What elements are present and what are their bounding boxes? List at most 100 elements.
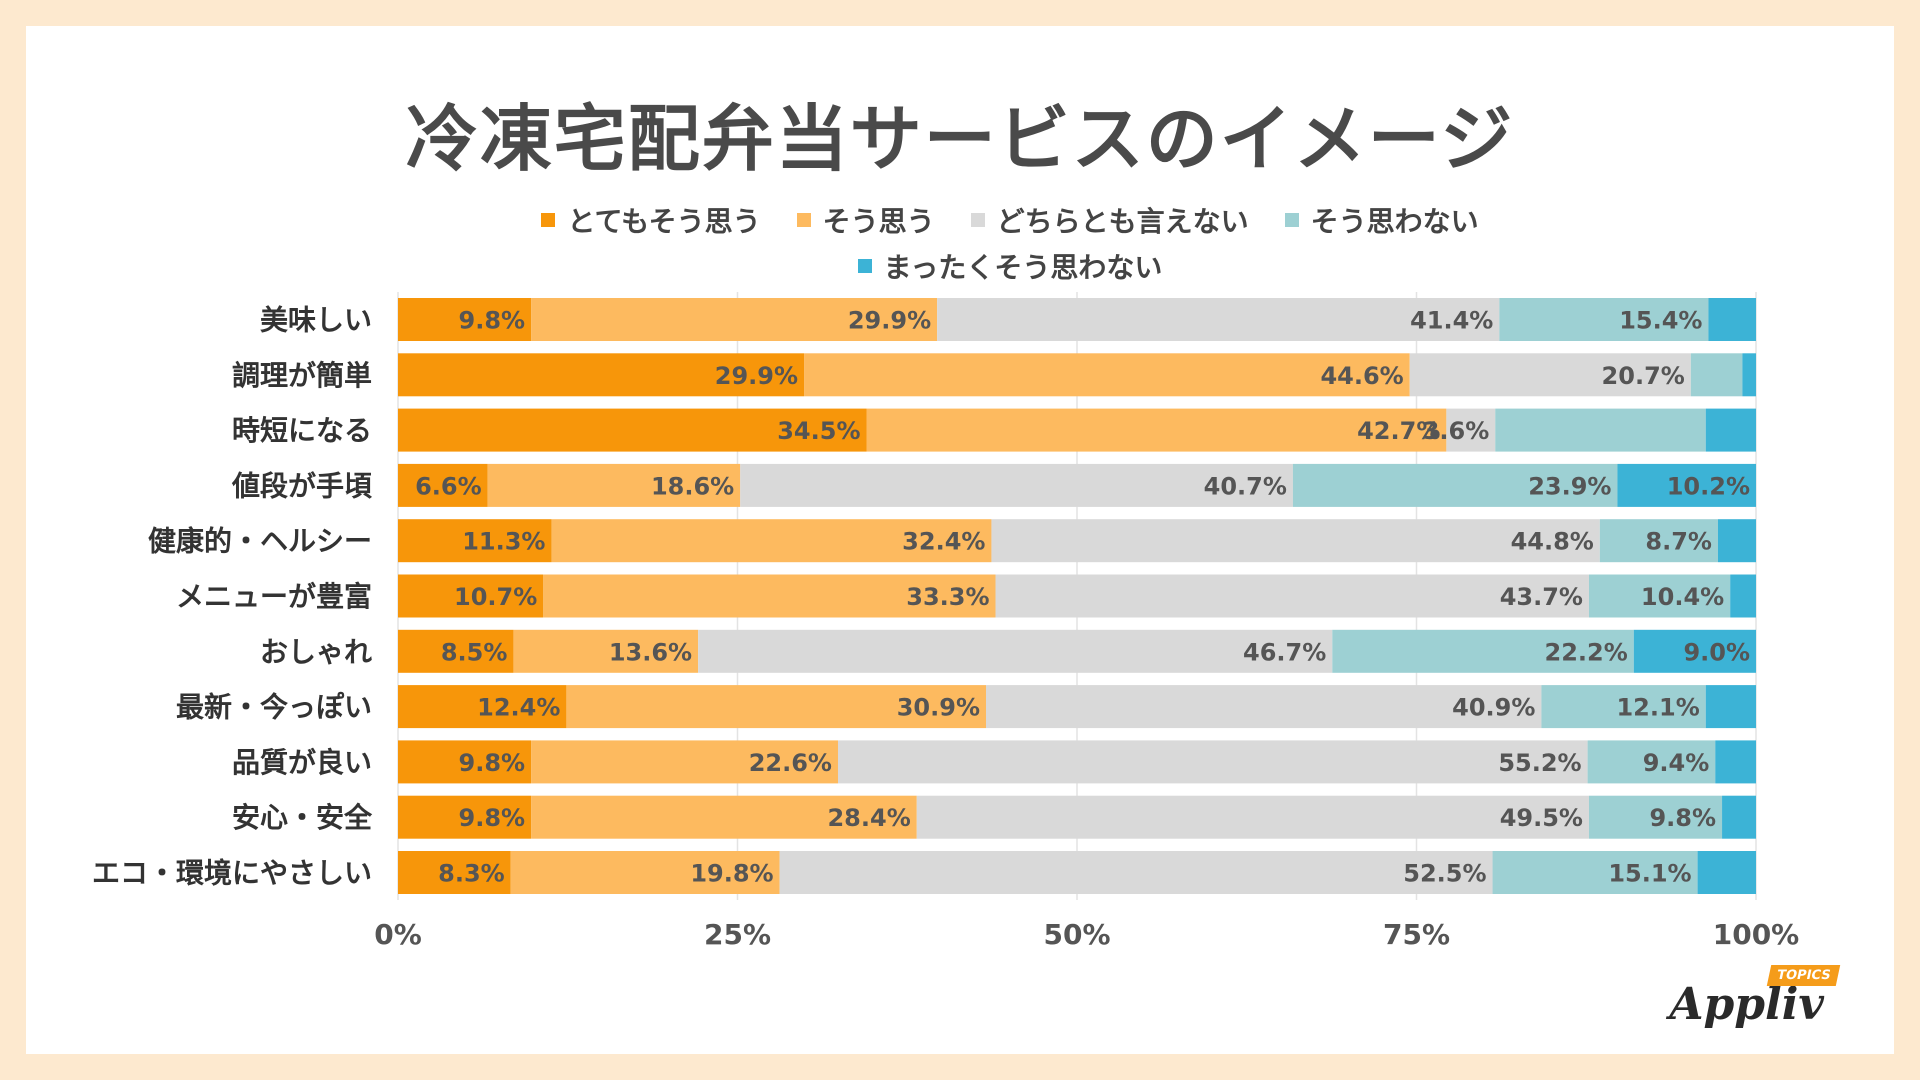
bar-segment <box>837 740 1588 784</box>
bar-segment <box>1617 463 1756 507</box>
bar-segment <box>531 795 917 839</box>
data-label: 28.4% <box>827 804 910 832</box>
bar-segment <box>1742 353 1756 397</box>
data-label: 32.4% <box>902 528 985 556</box>
legend-swatch <box>857 259 872 273</box>
data-label: 44.6% <box>1320 362 1403 390</box>
legend-item: そう思う <box>796 200 935 240</box>
bar-segment <box>398 851 511 894</box>
bar-segment <box>1717 519 1756 563</box>
data-label: 34.5% <box>777 417 860 445</box>
category-label: 健康的・ヘルシー <box>148 525 372 558</box>
data-label: 29.9% <box>715 362 798 390</box>
bar-segment <box>740 463 1293 507</box>
bar-segment <box>513 629 699 673</box>
data-label: 11.3% <box>462 528 545 556</box>
category-label: 最新・今っぽい <box>176 691 372 724</box>
bar-segment <box>1409 353 1691 397</box>
bar-segment <box>510 851 780 894</box>
bar-segment <box>1722 795 1756 839</box>
category-label: エコ・環境にやさしい <box>92 857 372 890</box>
bar-segment <box>398 298 532 341</box>
data-label: 8.3% <box>438 860 505 888</box>
data-label: 10.4% <box>1641 583 1724 611</box>
data-label: 33.3% <box>906 583 989 611</box>
bar-segment <box>779 851 1493 894</box>
bar-segment <box>531 298 938 341</box>
data-label: 22.2% <box>1545 638 1628 666</box>
data-label: 46.7% <box>1243 638 1326 666</box>
bar-segment <box>1697 851 1756 894</box>
legend-label: どちらとも言えない <box>996 205 1249 238</box>
logo-text: Appliv <box>1669 979 1824 1030</box>
bar-segment <box>1599 519 1718 563</box>
bar-segment <box>1446 408 1496 452</box>
bar-segment <box>398 795 532 839</box>
bar-segment <box>1332 629 1634 673</box>
bar-segment <box>991 519 1600 563</box>
legend-label: まったくそう思わない <box>883 251 1163 284</box>
x-tick-label: 75% <box>1383 918 1450 951</box>
bar-segment <box>1705 408 1756 452</box>
legend-label: そう思う <box>822 205 935 238</box>
data-label: 19.8% <box>690 860 773 888</box>
bar-segment <box>398 463 488 507</box>
x-tick-label: 50% <box>1043 918 1110 951</box>
data-label: 15.1% <box>1608 860 1691 888</box>
data-label: 13.6% <box>609 638 692 666</box>
bar-segment <box>1705 685 1756 729</box>
bar-segment <box>551 519 992 563</box>
x-tick-label: 100% <box>1713 918 1800 951</box>
bar-segment <box>531 740 838 784</box>
bar-segment <box>566 685 987 729</box>
legend-swatch <box>541 213 556 227</box>
legend-swatch <box>970 213 985 227</box>
bar-segment <box>398 519 552 563</box>
bar-segment <box>398 629 514 673</box>
data-label: 23.9% <box>1528 472 1611 500</box>
data-label: 40.7% <box>1204 472 1287 500</box>
bar-segment <box>1499 298 1709 341</box>
data-label: 10.2% <box>1667 472 1750 500</box>
bar-segment <box>986 685 1542 729</box>
legend-item: そう思わない <box>1284 200 1479 240</box>
bar-segment <box>1588 795 1723 839</box>
legend-swatch <box>1284 213 1299 227</box>
data-label: 9.8% <box>459 804 526 832</box>
data-label: 52.5% <box>1403 860 1486 888</box>
data-label: 9.8% <box>1649 804 1716 832</box>
bar-segment <box>398 408 867 452</box>
legend-label: そう思わない <box>1310 205 1479 238</box>
chart-title: 冷凍宅配弁当サービスのイメージ <box>405 97 1515 181</box>
data-label: 41.4% <box>1410 307 1493 335</box>
data-label: 20.7% <box>1602 362 1685 390</box>
category-label: メニューが豊富 <box>176 580 372 613</box>
bar-segment <box>1633 629 1756 673</box>
bar-segment <box>866 408 1447 452</box>
logo-badge: TOPICS <box>1766 965 1841 986</box>
data-label: 9.8% <box>459 307 526 335</box>
bar-segment <box>398 685 567 729</box>
bar-segment <box>487 463 741 507</box>
bar-segment <box>398 740 532 784</box>
legend-item: とてもそう思う <box>541 200 761 240</box>
bar-segment <box>937 298 1500 341</box>
data-label: 6.6% <box>415 472 482 500</box>
bar-segment <box>398 574 544 618</box>
bar-segment <box>804 353 1410 397</box>
data-label: 43.7% <box>1500 583 1583 611</box>
bar-segment <box>1588 574 1731 618</box>
data-label: 10.7% <box>454 583 537 611</box>
category-label: 時短になる <box>232 414 372 447</box>
category-label: 美味しい <box>260 304 372 337</box>
applivtopics-logo: Appliv TOPICS <box>1669 965 1841 1030</box>
data-label: 30.9% <box>897 694 980 722</box>
bar-segment <box>1495 408 1706 452</box>
data-label: 9.8% <box>459 749 526 777</box>
x-tick-label: 0% <box>374 918 422 951</box>
category-label: おしゃれ <box>260 635 372 668</box>
data-label: 15.4% <box>1619 307 1702 335</box>
legend-item: まったくそう思わない <box>857 246 1163 286</box>
data-label: 55.2% <box>1498 749 1581 777</box>
